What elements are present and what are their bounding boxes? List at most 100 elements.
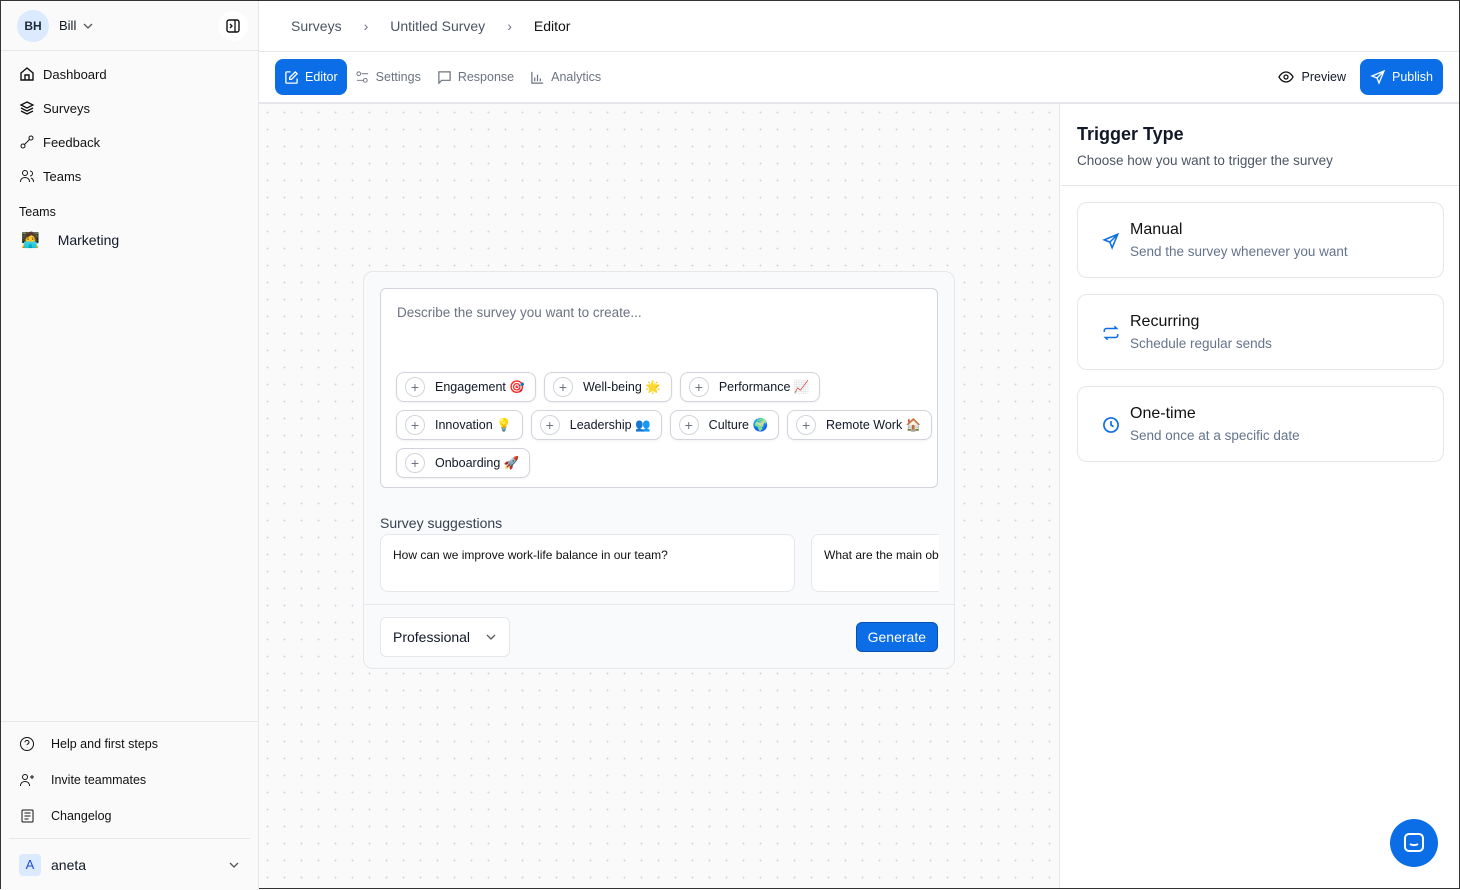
trigger-option-recurring[interactable]: Recurring Schedule regular sends <box>1077 294 1444 370</box>
user-plus-icon <box>20 774 34 787</box>
chevron-right-icon: › <box>363 18 369 34</box>
topic-chip[interactable]: + Leadership 👥 <box>530 410 662 440</box>
sidebar-toggle-icon <box>226 19 240 33</box>
tone-value: Professional <box>393 629 471 645</box>
user-menu[interactable]: BH Bill <box>1 1 258 51</box>
sidebar-item-label: Surveys <box>43 100 90 116</box>
trigger-option-manual[interactable]: Manual Send the survey whenever you want <box>1077 202 1444 278</box>
repeat-icon <box>1103 325 1119 341</box>
plus-icon: + <box>678 415 699 435</box>
invite-label: Invite teammates <box>51 773 147 787</box>
plus-icon: + <box>796 415 817 435</box>
tab-label: Settings <box>375 70 421 84</box>
generate-button[interactable]: Generate <box>855 622 938 652</box>
plus-icon: + <box>405 453 425 473</box>
survey-description-input[interactable]: Describe the survey you want to create..… <box>380 288 938 488</box>
account-avatar: A <box>19 853 41 876</box>
sidebar-item-label: Feedback <box>43 134 101 150</box>
changelog-link[interactable]: Changelog <box>1 798 258 834</box>
plus-icon: + <box>539 415 560 435</box>
chat-support-button[interactable] <box>1390 819 1438 867</box>
sidebar-item-teams[interactable]: Teams <box>1 159 258 193</box>
breadcrumb-untitled-survey[interactable]: Untitled Survey <box>390 18 486 34</box>
changelog-icon <box>21 809 34 823</box>
chip-label: Well-being <box>582 380 642 394</box>
sidebar: BH Bill Dashboard Surveys Feedback Teams… <box>1 1 259 890</box>
edit-icon <box>285 70 299 84</box>
account-menu[interactable]: A aneta <box>9 838 250 890</box>
chip-label: Performance <box>718 380 791 394</box>
topic-chip[interactable]: + Innovation 💡 <box>396 410 523 440</box>
preview-label: Preview <box>1301 70 1346 84</box>
chip-emoji: 🏠 <box>905 417 922 432</box>
avatar: BH <box>17 9 49 42</box>
layers-icon <box>19 101 35 115</box>
collapse-sidebar-button[interactable] <box>218 11 248 41</box>
trigger-panel: Trigger Type Choose how you want to trig… <box>1061 104 1459 888</box>
breadcrumb-surveys[interactable]: Surveys <box>291 18 342 34</box>
sidebar-item-feedback[interactable]: Feedback <box>1 125 258 159</box>
topic-chip[interactable]: + Well-being 🌟 <box>543 372 672 402</box>
chip-label: Culture <box>708 418 749 432</box>
plus-icon: + <box>552 377 573 397</box>
sidebar-item-surveys[interactable]: Surveys <box>1 91 258 125</box>
changelog-label: Changelog <box>51 809 112 823</box>
chip-emoji: 🎯 <box>509 379 525 394</box>
eye-icon <box>1277 71 1294 83</box>
team-item-marketing[interactable]: 🧑‍💻 Marketing <box>1 225 258 255</box>
preview-button[interactable]: Preview <box>1277 69 1346 85</box>
user-name: Bill <box>59 18 77 33</box>
feedback-icon <box>20 135 34 149</box>
suggestions-title: Survey suggestions <box>380 515 503 531</box>
tab-analytics[interactable]: Analytics <box>522 59 609 95</box>
sidebar-item-dashboard[interactable]: Dashboard <box>1 57 258 91</box>
chevron-down-icon <box>486 634 496 640</box>
chip-emoji: 🌍 <box>752 417 769 432</box>
invite-teammates-link[interactable]: Invite teammates <box>1 762 258 798</box>
plus-icon: + <box>405 415 425 435</box>
help-link[interactable]: Help and first steps <box>1 726 258 762</box>
tab-response[interactable]: Response <box>429 59 522 95</box>
send-icon <box>1102 232 1120 250</box>
chevron-down-icon <box>83 23 93 29</box>
survey-generator-card: Describe the survey you want to create..… <box>363 271 955 669</box>
team-name: Marketing <box>57 232 120 248</box>
option-desc: Schedule regular sends <box>1130 336 1272 351</box>
option-title: One-time <box>1130 405 1196 422</box>
chip-emoji: 🌟 <box>645 379 661 394</box>
chip-label: Remote Work <box>826 418 903 432</box>
tab-editor[interactable]: Editor <box>275 59 347 95</box>
chip-emoji: 🚀 <box>503 455 520 470</box>
bar-chart-icon <box>531 71 544 84</box>
panel-title: Trigger Type <box>1077 124 1184 144</box>
message-icon <box>438 70 451 85</box>
help-icon <box>20 737 34 751</box>
home-icon <box>20 67 34 81</box>
panel-subtitle: Choose how you want to trigger the surve… <box>1077 153 1333 168</box>
chip-label: Onboarding <box>435 456 501 470</box>
clock-icon <box>1103 417 1119 433</box>
topic-chip[interactable]: + Remote Work 🏠 <box>787 410 933 440</box>
tab-settings[interactable]: Settings <box>347 59 429 95</box>
chat-icon <box>1404 833 1424 852</box>
topic-chip[interactable]: + Onboarding 🚀 <box>396 448 531 478</box>
trigger-option-one-time[interactable]: One-time Send once at a specific date <box>1077 386 1444 462</box>
topic-chip[interactable]: + Performance 📈 <box>679 372 821 402</box>
option-title: Recurring <box>1130 313 1200 330</box>
input-placeholder: Describe the survey you want to create..… <box>397 305 642 320</box>
account-name: aneta <box>51 856 87 873</box>
topic-chip[interactable]: + Engagement 🎯 <box>396 372 536 402</box>
suggestion-card[interactable]: What are the main ob <box>811 534 939 592</box>
option-title: Manual <box>1130 221 1183 238</box>
suggestion-card[interactable]: How can we improve work-life balance in … <box>380 534 795 592</box>
tone-select[interactable]: Professional <box>380 617 510 657</box>
plus-icon: + <box>405 377 425 397</box>
publish-button[interactable]: Publish <box>1360 59 1443 95</box>
editor-canvas: Describe the survey you want to create..… <box>259 104 1060 888</box>
toolbar: Editor Settings Response Analytics Previ… <box>259 52 1459 104</box>
chip-emoji: 📈 <box>793 379 810 394</box>
chip-emoji: 👥 <box>635 417 651 432</box>
sidebar-item-label: Teams <box>43 168 82 184</box>
topic-chip[interactable]: + Culture 🌍 <box>669 410 780 440</box>
users-icon <box>20 170 34 183</box>
